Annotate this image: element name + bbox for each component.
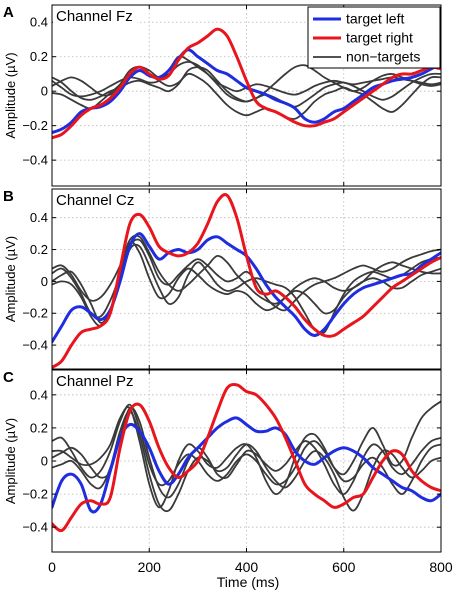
panel-letter: C — [3, 369, 14, 386]
y-tick-label: 0.2 — [30, 420, 48, 435]
y-tick-label: 0.4 — [30, 387, 48, 402]
panel-letter: A — [3, 4, 14, 21]
series-target-right — [52, 193, 441, 369]
x-tick-label: 800 — [429, 559, 453, 575]
y-tick-label: −0.4 — [22, 153, 48, 168]
y-axis-label: Amplitude (µV) — [3, 52, 18, 138]
x-tick-label: 200 — [138, 559, 162, 575]
panel-b: −0.4 −0.2 0 0.2 0.4 B Channel Cz Amplitude (µV) — [3, 188, 442, 370]
channel-title-box — [53, 371, 137, 391]
channel-title: Channel Fz — [56, 8, 133, 25]
series-group — [52, 193, 441, 369]
series-non-target — [52, 234, 441, 305]
legend-label: target left — [346, 11, 404, 27]
series-non-target — [52, 400, 441, 487]
series-non-target — [52, 406, 441, 509]
panel-letter: B — [3, 188, 14, 205]
panel-a: −0.4 −0.2 0 0.2 0.4 A Channel Fz Amplitude (µV) — [3, 4, 442, 187]
legend-label: target right — [346, 30, 413, 46]
y-tick-label: 0 — [41, 454, 48, 469]
channel-title-box — [53, 6, 137, 26]
x-tick-label: 600 — [332, 559, 356, 575]
panels-group: −0.4 −0.2 0 0.2 0.4 A Channel Fz Amplitude (µV)… — [3, 4, 453, 575]
y-tick-label: −0.2 — [22, 118, 48, 133]
series-non-target — [52, 66, 441, 120]
y-axis-label: Amplitude (µV) — [3, 418, 18, 504]
y-tick-label: −0.4 — [22, 520, 48, 535]
x-axis-label: Time (ms) — [217, 574, 279, 590]
y-tick-label: 0 — [41, 84, 48, 99]
legend: target left target right non−targets — [307, 6, 441, 69]
series-group — [52, 27, 441, 140]
y-tick-label: 0.2 — [30, 242, 48, 257]
series-target-left — [52, 48, 441, 135]
y-tick-label: −0.4 — [22, 338, 48, 353]
y-axis-label: Amplitude (µV) — [3, 236, 18, 322]
x-tick-label: 400 — [235, 559, 259, 575]
series-target-right — [52, 27, 441, 140]
y-tick-label: 0.4 — [30, 210, 48, 225]
series-group — [52, 383, 441, 533]
channel-title: Channel Pz — [56, 373, 134, 390]
series-target-right — [52, 383, 441, 533]
y-tick-label: −0.2 — [22, 306, 48, 321]
y-tick-label: −0.2 — [22, 487, 48, 502]
panel-c: −0.4 −0.2 0 0.2 0.4 0 200 400 600 800 C Channel Pz A… — [3, 369, 453, 575]
x-tick-label: 0 — [48, 559, 56, 575]
channel-title: Channel Cz — [56, 192, 134, 209]
channel-title-box — [53, 190, 137, 210]
legend-label: non−targets — [346, 49, 420, 65]
y-tick-label: 0.2 — [30, 49, 48, 64]
y-tick-label: 0.4 — [30, 15, 48, 30]
y-tick-label: 0 — [41, 274, 48, 289]
